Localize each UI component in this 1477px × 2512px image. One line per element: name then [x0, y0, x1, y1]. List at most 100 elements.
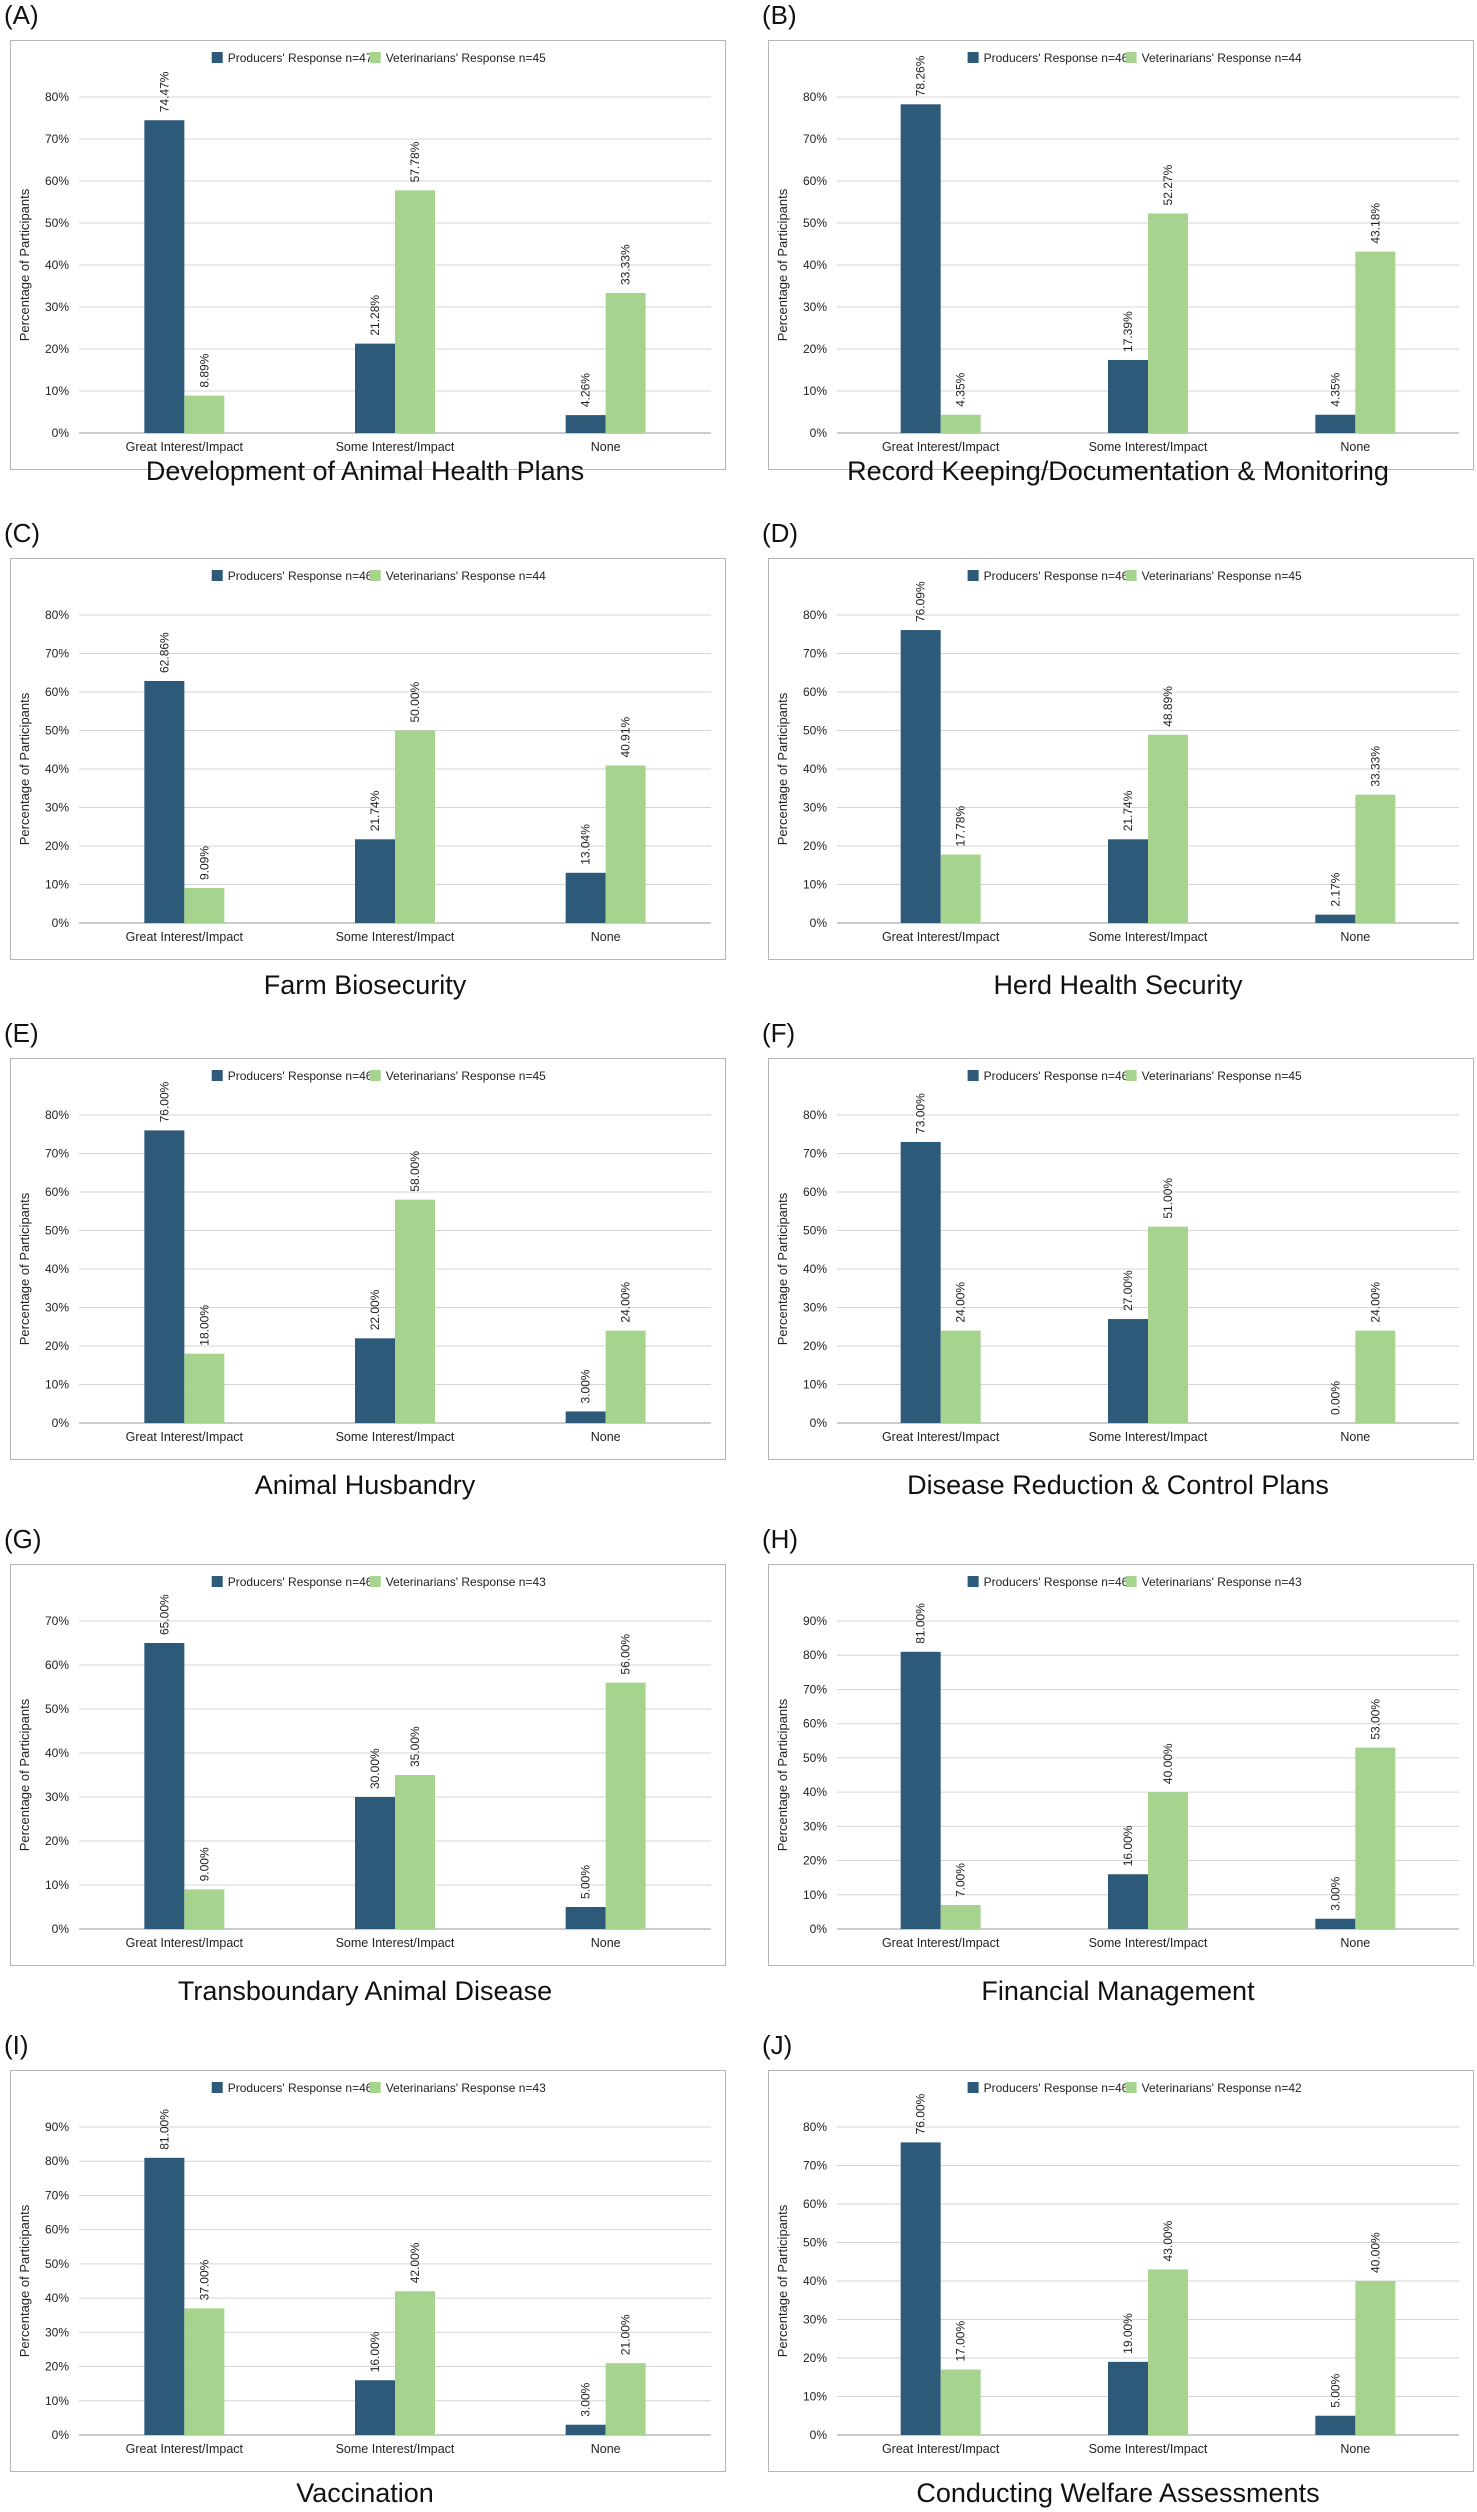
y-tick-label: 40% [45, 1746, 69, 1760]
y-tick-label: 40% [803, 1262, 827, 1276]
y-tick-label: 10% [45, 1878, 69, 1892]
y-tick-label: 30% [45, 1790, 69, 1804]
legend-label: Veterinarians' Response n=43 [1142, 1575, 1302, 1589]
legend-swatch [369, 52, 381, 63]
bar-veterinarians [605, 1330, 646, 1423]
bar-chart: 0% 10% 20% 30% 40% 50% 60% 70% 80% Percentage of … [775, 1069, 1459, 1444]
data-label: 52.27% [1161, 164, 1175, 205]
y-tick-label: 90% [45, 2120, 69, 2134]
bar-veterinarians [940, 854, 981, 923]
y-tick-label: 80% [45, 2154, 69, 2168]
bar-producers [355, 1797, 395, 1929]
bar-producers [1315, 1918, 1356, 1929]
data-label: 76.00% [157, 1081, 171, 1122]
y-tick-label: 40% [803, 258, 827, 272]
y-tick-label: 40% [45, 762, 69, 776]
bar-veterinarians [605, 765, 646, 923]
y-tick-label: 50% [45, 2257, 69, 2271]
legend-swatch [211, 1576, 223, 1587]
y-tick-label: 30% [803, 1301, 827, 1315]
y-tick-label: 80% [45, 1108, 69, 1122]
legend-swatch [1125, 2082, 1137, 2093]
data-label: 4.35% [1328, 372, 1342, 406]
data-label: 27.00% [1121, 1270, 1135, 1311]
bar-producers [565, 1411, 606, 1423]
bar-veterinarians [1355, 1330, 1396, 1423]
bar-chart: 0% 10% 20% 30% 40% 50% 60% 70% 80% Percentage of … [17, 1069, 711, 1444]
panel-letter: (G) [4, 1524, 42, 1554]
data-label: 7.00% [954, 1863, 968, 1897]
bar-veterinarians [1148, 1792, 1188, 1929]
y-tick-label: 40% [803, 2274, 827, 2288]
data-label: 43.18% [1368, 203, 1382, 244]
chart-frame: 0% 10% 20% 30% 40% 50% 60% 70% 80% Percentage of … [768, 2070, 1474, 2472]
x-category-label: None [1340, 1936, 1370, 1950]
y-tick-label: 40% [803, 1785, 827, 1799]
data-label: 5.00% [579, 1865, 593, 1899]
bar-veterinarians [184, 1353, 225, 1423]
bar-veterinarians [395, 730, 435, 923]
panel-h: (H) 0% 10% 20% 30% 40% 50% 60% 70% 80% 90% Percent… [762, 1524, 1474, 2014]
y-tick-label: 30% [45, 801, 69, 815]
data-label: 16.00% [368, 2331, 382, 2372]
y-tick-label: 30% [803, 801, 827, 815]
y-tick-label: 10% [45, 878, 69, 892]
panel-f: (F) 0% 10% 20% 30% 40% 50% 60% 70% 80% Percentage… [762, 1018, 1474, 1508]
y-axis-label: Percentage of Participants [17, 1698, 32, 1851]
bar-veterinarians [940, 2369, 981, 2435]
x-category-label: None [591, 930, 621, 944]
bar-producers [565, 2424, 606, 2435]
data-label: 53.00% [1368, 1699, 1382, 1740]
data-label: 13.04% [579, 824, 593, 865]
bar-producers [1108, 359, 1148, 433]
y-tick-label: 60% [803, 174, 827, 188]
y-axis-label: Percentage of Participants [17, 692, 32, 845]
bar-veterinarians [1355, 251, 1396, 433]
y-tick-label: 60% [45, 1658, 69, 1672]
y-axis-label: Percentage of Participants [17, 1192, 32, 1345]
bar-chart: 0% 10% 20% 30% 40% 50% 60% 70% 80% 90% Percentage … [775, 1575, 1459, 1950]
y-tick-label: 60% [45, 685, 69, 699]
y-tick-label: 30% [45, 2325, 69, 2339]
bar-producers [144, 680, 185, 923]
y-tick-label: 10% [803, 1888, 827, 1902]
legend-label: Producers' Response n=46 [984, 1575, 1129, 1589]
bar-chart: 0% 10% 20% 30% 40% 50% 60% 70% 80% Percentage of … [17, 569, 711, 944]
y-tick-label: 80% [803, 608, 827, 622]
y-tick-label: 0% [810, 1922, 828, 1936]
y-tick-label: 80% [45, 608, 69, 622]
legend-swatch [1125, 570, 1137, 581]
y-axis-label: Percentage of Participants [775, 1698, 790, 1851]
legend-label: Veterinarians' Response n=45 [386, 1069, 546, 1083]
panel-j: (J) 0% 10% 20% 30% 40% 50% 60% 70% 80% Percentage… [762, 2030, 1474, 2510]
data-label: 74.47% [157, 71, 171, 112]
y-tick-label: 20% [803, 2351, 827, 2365]
bar-veterinarians [940, 1905, 981, 1929]
y-tick-label: 0% [810, 1416, 828, 1430]
y-axis-label: Percentage of Participants [775, 2204, 790, 2357]
y-tick-label: 20% [45, 1834, 69, 1848]
bar-chart: 0% 10% 20% 30% 40% 50% 60% 70% 80% Percentage of … [17, 51, 711, 454]
legend-label: Producers' Response n=47 [228, 51, 373, 65]
y-tick-label: 80% [803, 2120, 827, 2134]
legend-swatch [211, 52, 223, 63]
bar-veterinarians [1148, 1226, 1188, 1423]
y-tick-label: 20% [803, 1339, 827, 1353]
data-label: 78.26% [914, 55, 928, 96]
bar-producers [1108, 1319, 1148, 1423]
bar-producers [355, 839, 395, 923]
y-tick-label: 20% [803, 1854, 827, 1868]
y-tick-label: 0% [810, 2428, 828, 2442]
legend-swatch [211, 570, 223, 581]
legend-swatch [369, 570, 381, 581]
y-tick-label: 20% [803, 342, 827, 356]
y-tick-label: 60% [803, 685, 827, 699]
x-category-label: Great Interest/Impact [882, 2442, 1000, 2456]
x-category-label: Some Interest/Impact [1089, 1936, 1208, 1950]
panel-g: (G) 0% 10% 20% 30% 40% 50% 60% 70% Percentage of… [4, 1524, 726, 2014]
bar-chart: 0% 10% 20% 30% 40% 50% 60% 70% 80% Percentage of … [775, 2081, 1459, 2456]
y-tick-label: 60% [45, 2223, 69, 2237]
y-tick-label: 60% [45, 174, 69, 188]
panel-letter: (E) [4, 1018, 39, 1048]
y-tick-label: 80% [803, 90, 827, 104]
